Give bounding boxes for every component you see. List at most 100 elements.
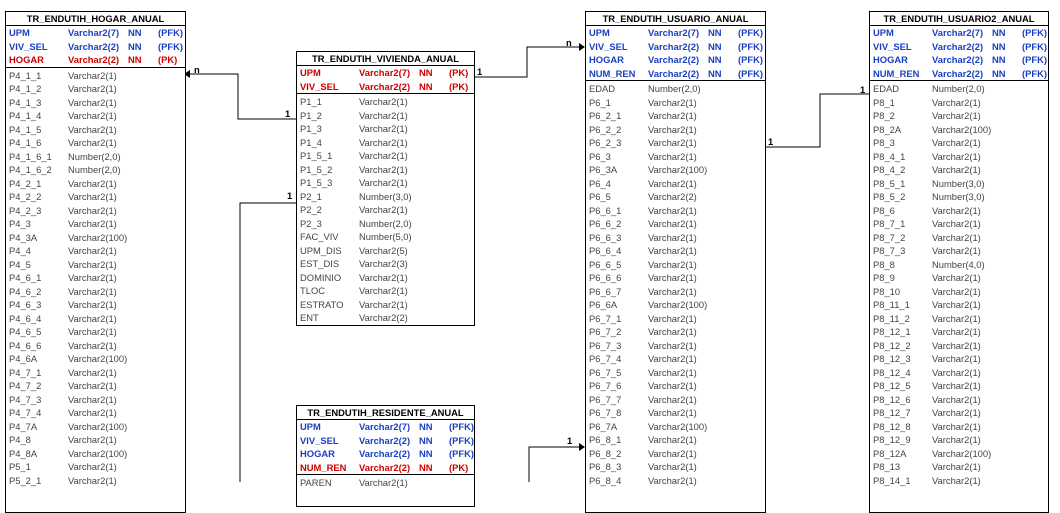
field-row[interactable]: P4_6_2 Varchar2(1) xyxy=(6,285,185,299)
field-row[interactable]: TLOC Varchar2(1) xyxy=(297,284,474,298)
key-row[interactable]: UPM Varchar2(7) NN (PFK) xyxy=(6,26,185,40)
table-vivienda[interactable]: TR_ENDUTIH_VIVIENDA_ANUAL UPM Varchar2(7) N… xyxy=(296,51,475,326)
field-row[interactable]: P4_1_6_1 Number(2,0) xyxy=(6,150,185,164)
field-row[interactable]: P6_6_1 Varchar2(1) xyxy=(586,204,765,218)
table-usuario[interactable]: TR_ENDUTIH_USUARIO_ANUAL UPM Varchar2(7) NN… xyxy=(585,11,766,513)
key-row[interactable]: NUM_REN Varchar2(2) NN (PFK) xyxy=(586,67,765,81)
field-row[interactable]: P6_7_2 Varchar2(1) xyxy=(586,325,765,339)
field-row[interactable]: P8_2A Varchar2(100) xyxy=(870,123,1048,137)
field-row[interactable]: P8_11_1 Varchar2(1) xyxy=(870,298,1048,312)
key-row[interactable]: HOGAR Varchar2(2) NN (PFK) xyxy=(870,53,1048,67)
field-row[interactable]: P8_2 Varchar2(1) xyxy=(870,109,1048,123)
field-row[interactable]: P4_1_1 Varchar2(1) xyxy=(6,69,185,83)
table-hogar[interactable]: TR_ENDUTIH_HOGAR_ANUAL UPM Varchar2(7) NN (P… xyxy=(5,11,186,513)
field-row[interactable]: P4_6_4 Varchar2(1) xyxy=(6,312,185,326)
field-row[interactable]: P6_6_6 Varchar2(1) xyxy=(586,271,765,285)
field-row[interactable]: P6_6A Varchar2(100) xyxy=(586,298,765,312)
field-row[interactable]: P6_2_1 Varchar2(1) xyxy=(586,109,765,123)
field-row[interactable]: P4_1_3 Varchar2(1) xyxy=(6,96,185,110)
field-row[interactable]: P8_13 Varchar2(1) xyxy=(870,460,1048,474)
field-row[interactable]: P1_4 Varchar2(1) xyxy=(297,136,474,150)
field-row[interactable]: P8_4_2 Varchar2(1) xyxy=(870,163,1048,177)
field-row[interactable]: P8_7_1 Varchar2(1) xyxy=(870,217,1048,231)
field-row[interactable]: P8_12_9 Varchar2(1) xyxy=(870,433,1048,447)
key-row[interactable]: VIV_SEL Varchar2(2) NN (PK) xyxy=(297,80,474,94)
field-row[interactable]: P8_5_1 Number(3,0) xyxy=(870,177,1048,191)
field-row[interactable]: P8_12_1 Varchar2(1) xyxy=(870,325,1048,339)
field-row[interactable]: P1_5_3 Varchar2(1) xyxy=(297,176,474,190)
field-row[interactable]: P4_6_3 Varchar2(1) xyxy=(6,298,185,312)
table-usuario2[interactable]: TR_ENDUTIH_USUARIO2_ANUAL UPM Varchar2(7) N… xyxy=(869,11,1049,513)
field-row[interactable]: P8_11_2 Varchar2(1) xyxy=(870,312,1048,326)
field-row[interactable]: P4_3A Varchar2(100) xyxy=(6,231,185,245)
key-row[interactable]: UPM Varchar2(7) NN (PK) xyxy=(297,66,474,80)
field-row[interactable]: ESTRATO Varchar2(1) xyxy=(297,298,474,312)
field-row[interactable]: FAC_VIV Number(5,0) xyxy=(297,230,474,244)
field-row[interactable]: P6_8_2 Varchar2(1) xyxy=(586,447,765,461)
field-row[interactable]: P6_2_2 Varchar2(1) xyxy=(586,123,765,137)
field-row[interactable]: PAREN Varchar2(1) xyxy=(297,476,474,490)
field-row[interactable]: P4_4 Varchar2(1) xyxy=(6,244,185,258)
field-row[interactable]: P4_6A Varchar2(100) xyxy=(6,352,185,366)
field-row[interactable]: P4_2_2 Varchar2(1) xyxy=(6,190,185,204)
key-row[interactable]: VIV_SEL Varchar2(2) NN (PFK) xyxy=(6,40,185,54)
field-row[interactable]: P6_8_3 Varchar2(1) xyxy=(586,460,765,474)
field-row[interactable]: P6_7A Varchar2(100) xyxy=(586,420,765,434)
field-row[interactable]: P8_5_2 Number(3,0) xyxy=(870,190,1048,204)
field-row[interactable]: P8_12_7 Varchar2(1) xyxy=(870,406,1048,420)
field-row[interactable]: P4_7_3 Varchar2(1) xyxy=(6,393,185,407)
field-row[interactable]: P4_6_1 Varchar2(1) xyxy=(6,271,185,285)
field-row[interactable]: P8_1 Varchar2(1) xyxy=(870,96,1048,110)
field-row[interactable]: P4_7_1 Varchar2(1) xyxy=(6,366,185,380)
field-row[interactable]: P4_1_2 Varchar2(1) xyxy=(6,82,185,96)
field-row[interactable]: P2_3 Number(2,0) xyxy=(297,217,474,231)
field-row[interactable]: P1_5_1 Varchar2(1) xyxy=(297,149,474,163)
key-row[interactable]: UPM Varchar2(7) NN (PFK) xyxy=(870,26,1048,40)
field-row[interactable]: P4_7_4 Varchar2(1) xyxy=(6,406,185,420)
field-row[interactable]: P8_7_3 Varchar2(1) xyxy=(870,244,1048,258)
key-row[interactable]: UPM Varchar2(7) NN (PFK) xyxy=(297,420,474,434)
field-row[interactable]: P4_6_5 Varchar2(1) xyxy=(6,325,185,339)
field-row[interactable]: P4_3 Varchar2(1) xyxy=(6,217,185,231)
field-row[interactable]: P6_5 Varchar2(2) xyxy=(586,190,765,204)
field-row[interactable]: UPM_DIS Varchar2(5) xyxy=(297,244,474,258)
field-row[interactable]: P6_8_4 Varchar2(1) xyxy=(586,474,765,488)
field-row[interactable]: P6_7_3 Varchar2(1) xyxy=(586,339,765,353)
field-row[interactable]: P1_5_2 Varchar2(1) xyxy=(297,163,474,177)
field-row[interactable]: P6_6_4 Varchar2(1) xyxy=(586,244,765,258)
field-row[interactable]: P8_12_2 Varchar2(1) xyxy=(870,339,1048,353)
field-row[interactable]: P1_1 Varchar2(1) xyxy=(297,95,474,109)
table-residente[interactable]: TR_ENDUTIH_RESIDENTE_ANUAL UPM Varchar2(7)… xyxy=(296,405,475,507)
field-row[interactable]: P4_1_5 Varchar2(1) xyxy=(6,123,185,137)
field-row[interactable]: EST_DIS Varchar2(3) xyxy=(297,257,474,271)
key-row[interactable]: VIV_SEL Varchar2(2) NN (PFK) xyxy=(870,40,1048,54)
field-row[interactable]: P1_3 Varchar2(1) xyxy=(297,122,474,136)
field-row[interactable]: P4_8A Varchar2(100) xyxy=(6,447,185,461)
field-row[interactable]: P8_12_3 Varchar2(1) xyxy=(870,352,1048,366)
field-row[interactable]: P4_2_3 Varchar2(1) xyxy=(6,204,185,218)
field-row[interactable]: P8_7_2 Varchar2(1) xyxy=(870,231,1048,245)
key-row[interactable]: VIV_SEL Varchar2(2) NN (PFK) xyxy=(586,40,765,54)
field-row[interactable]: P8_8 Number(4,0) xyxy=(870,258,1048,272)
field-row[interactable]: EDAD Number(2,0) xyxy=(870,82,1048,96)
field-row[interactable]: P5_2_1 Varchar2(1) xyxy=(6,474,185,488)
field-row[interactable]: P8_10 Varchar2(1) xyxy=(870,285,1048,299)
field-row[interactable]: P6_3A Varchar2(100) xyxy=(586,163,765,177)
field-row[interactable]: P8_4_1 Varchar2(1) xyxy=(870,150,1048,164)
field-row[interactable]: P4_8 Varchar2(1) xyxy=(6,433,185,447)
key-row[interactable]: VIV_SEL Varchar2(2) NN (PFK) xyxy=(297,434,474,448)
field-row[interactable]: P2_1 Number(3,0) xyxy=(297,190,474,204)
field-row[interactable]: P2_2 Varchar2(1) xyxy=(297,203,474,217)
field-row[interactable]: P8_14_1 Varchar2(1) xyxy=(870,474,1048,488)
field-row[interactable]: P6_7_8 Varchar2(1) xyxy=(586,406,765,420)
field-row[interactable]: P8_12_4 Varchar2(1) xyxy=(870,366,1048,380)
field-row[interactable]: ENT Varchar2(2) xyxy=(297,311,474,325)
field-row[interactable]: P4_1_4 Varchar2(1) xyxy=(6,109,185,123)
field-row[interactable]: P4_5 Varchar2(1) xyxy=(6,258,185,272)
field-row[interactable]: P6_1 Varchar2(1) xyxy=(586,96,765,110)
field-row[interactable]: P8_12_5 Varchar2(1) xyxy=(870,379,1048,393)
field-row[interactable]: P8_12_8 Varchar2(1) xyxy=(870,420,1048,434)
key-row[interactable]: NUM_REN Varchar2(2) NN (PK) xyxy=(297,461,474,475)
field-row[interactable]: DOMINIO Varchar2(1) xyxy=(297,271,474,285)
key-row[interactable]: HOGAR Varchar2(2) NN (PFK) xyxy=(297,447,474,461)
